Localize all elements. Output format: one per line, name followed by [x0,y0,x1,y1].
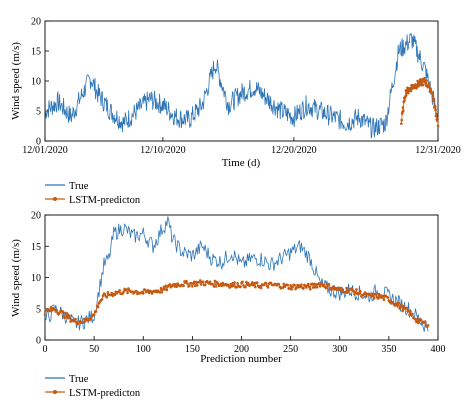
chart-bottom: 0 5 10 15 20 0 50 100 150 200 250 300 350 400 Wind s… [10,211,446,366]
x-tick-label: 200 [234,344,249,355]
y-tick-label: 15 [31,47,41,58]
chart-top-frame [44,20,439,142]
x-tick-label: 400 [431,344,446,355]
x-tick-label: 300 [332,344,347,355]
y-tick-label: 10 [31,77,41,88]
x-tick-label: 12/20/2020 [271,145,317,156]
x-tick-label: 0 [43,344,48,355]
x-tick-label: 100 [136,344,151,355]
chart-bottom-frame [44,214,439,341]
x-tick-label: 12/31/2020 [415,145,461,156]
y-tick-label: 0 [36,336,41,347]
legend-top: True LSTM-predicton [45,181,141,206]
chart-top-x-axis: 12/01/2020 12/10/2020 12/20/2020 12/31/2020 [22,137,461,156]
y-tick-label: 10 [31,273,41,284]
chart-bottom-ylabel: Wind speed (m/s) [10,239,22,317]
chart-bottom-series [43,216,430,332]
x-tick-label: 250 [283,344,298,355]
y-tick-label: 5 [36,304,41,315]
legend-bottom-true-label: True [69,374,89,385]
chart-top-xlabel: Time (d) [222,157,261,169]
y-tick-label: 0 [36,137,41,148]
x-tick-label: 150 [185,344,200,355]
y-tick-label: 20 [31,17,41,28]
legend-top-true-label: True [69,181,89,192]
chart-bottom-y-axis: 0 5 10 15 20 [31,211,49,347]
x-tick-label: 350 [381,344,396,355]
y-tick-label: 20 [31,211,41,222]
x-tick-label: 12/10/2020 [140,145,186,156]
legend-top-lstm-label: LSTM-predicton [69,195,141,206]
legend-bottom: True LSTM-predicton [45,374,141,399]
chart-bottom-xlabel: Prediction number [200,353,282,365]
chart-bottom-x-axis: 0 50 100 150 200 250 300 350 400 [43,336,446,355]
legend-bottom-lstm-label: LSTM-predicton [69,388,141,399]
series-lstm-line [44,279,429,328]
y-tick-label: 15 [31,242,41,253]
series-lstm-point [43,313,47,316]
series-true-line [44,32,439,139]
series-true-line [44,216,429,332]
x-tick-label: 50 [89,344,99,355]
legend-bottom-lstm-marker [53,390,57,394]
chart-top-y-axis: 0 5 10 15 20 [31,17,49,148]
chart-top-series [44,32,440,139]
y-tick-label: 5 [36,107,41,118]
chart-top-ylabel: Wind speed (m/s) [10,42,22,120]
x-tick-label: 12/01/2020 [22,145,68,156]
series-lstm-line [400,78,439,126]
legend-top-lstm-marker [53,197,57,201]
